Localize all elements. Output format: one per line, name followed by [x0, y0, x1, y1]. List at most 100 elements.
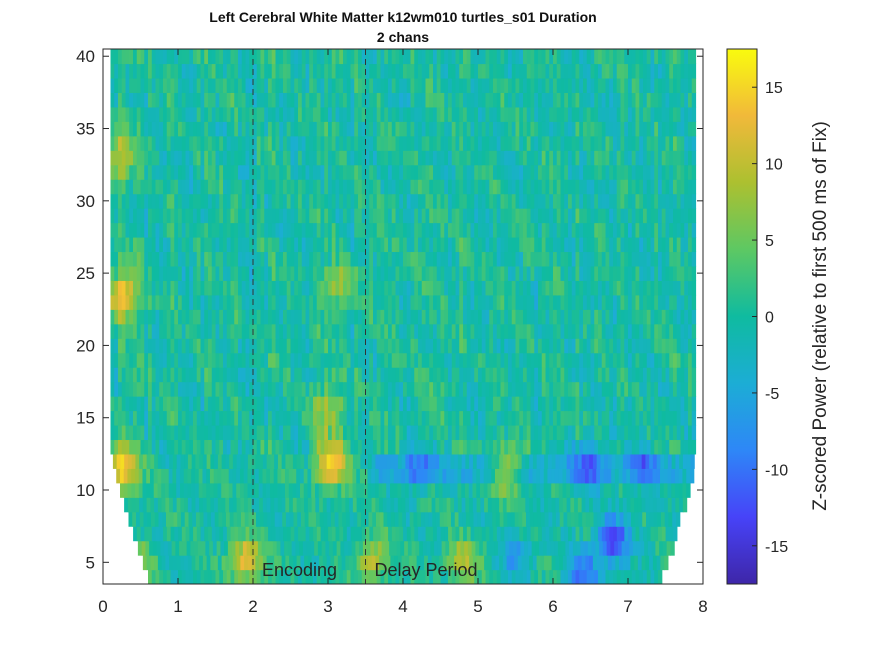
heatmap-cell: [226, 526, 232, 542]
heatmap-cell: [620, 121, 625, 137]
heatmap-cell: [560, 280, 565, 296]
heatmap-cell: [181, 338, 187, 354]
heatmap-cell: [418, 439, 423, 455]
heatmap-cell: [139, 453, 144, 469]
heatmap-cell: [466, 294, 472, 310]
heatmap-cell: [283, 135, 288, 151]
heatmap-cell: [159, 323, 164, 339]
heatmap-cell: [444, 280, 449, 296]
heatmap-cell: [309, 526, 314, 542]
heatmap-cell: [654, 410, 659, 426]
heatmap-cell: [639, 396, 644, 412]
heatmap-cell: [414, 439, 419, 455]
heatmap-cell: [571, 338, 577, 354]
heatmap-cell: [169, 555, 174, 571]
heatmap-cell: [533, 511, 538, 527]
heatmap-cell: [256, 396, 262, 412]
heatmap-cell: [133, 424, 138, 441]
heatmap-cell: [313, 150, 318, 166]
heatmap-cell: [547, 555, 553, 571]
heatmap-cell: [628, 439, 633, 455]
heatmap-cell: [498, 482, 504, 498]
heatmap-cell: [196, 150, 202, 166]
heatmap-cell: [643, 280, 648, 296]
heatmap-cell: [620, 526, 625, 542]
heatmap-cell: [279, 424, 284, 441]
heatmap-cell: [594, 265, 599, 281]
heatmap-cell: [384, 121, 389, 137]
heatmap-cell: [200, 265, 205, 281]
heatmap-cell: [526, 222, 532, 238]
heatmap-cell: [288, 468, 294, 484]
heatmap-cell: [120, 482, 125, 498]
heatmap-cell: [320, 222, 325, 238]
heatmap-cell: [504, 280, 509, 296]
heatmap-cell: [588, 468, 594, 484]
heatmap-cell: [421, 410, 427, 426]
heatmap-cell: [459, 208, 464, 224]
heatmap-cell: [313, 294, 318, 310]
heatmap-cell: [529, 497, 534, 513]
heatmap-cell: [586, 294, 592, 310]
heatmap-cell: [519, 439, 524, 455]
heatmap-cell: [271, 265, 277, 281]
heatmap-cell: [598, 208, 603, 224]
heatmap-cell: [414, 135, 419, 151]
heatmap-cell: [399, 106, 404, 122]
heatmap-cell: [504, 236, 509, 253]
heatmap-cell: [354, 280, 359, 296]
heatmap-cell: [664, 453, 669, 469]
heatmap-cell: [448, 121, 453, 137]
heatmap-cell: [534, 367, 539, 383]
heatmap-cell: [646, 121, 652, 137]
heatmap-cell: [688, 352, 693, 368]
heatmap-cell: [354, 294, 359, 310]
heatmap-cell: [234, 121, 239, 137]
heatmap-cell: [469, 511, 475, 527]
heatmap-cell: [155, 164, 160, 180]
heatmap-cell: [125, 208, 130, 224]
heatmap-cell: [556, 208, 562, 224]
heatmap-cell: [277, 555, 283, 571]
heatmap-cell: [316, 323, 322, 339]
heatmap-cell: [639, 121, 644, 137]
heatmap-cell: [151, 424, 157, 441]
heatmap-cell: [146, 453, 152, 469]
heatmap-cell: [316, 236, 322, 253]
heatmap-cell: [215, 106, 220, 122]
heatmap-cell: [669, 352, 674, 368]
heatmap-cell: [193, 526, 198, 542]
heatmap-cell: [208, 208, 213, 224]
heatmap-cell: [620, 164, 625, 180]
heatmap-cell: [399, 367, 404, 383]
heatmap-cell: [118, 410, 123, 426]
heatmap-cell: [478, 208, 483, 224]
heatmap-cell: [530, 367, 535, 383]
heatmap-cell: [305, 569, 310, 584]
heatmap-cell: [133, 294, 138, 310]
heatmap-cell: [478, 309, 483, 325]
heatmap-cell: [268, 106, 273, 122]
heatmap-cell: [264, 323, 269, 339]
heatmap-cell: [545, 193, 550, 209]
heatmap-cell: [481, 396, 487, 412]
heatmap-cell: [133, 381, 138, 397]
heatmap-cell: [652, 497, 658, 513]
heatmap-cell: [174, 410, 179, 426]
heatmap-cell: [346, 251, 352, 267]
heatmap-cell: [311, 482, 316, 498]
heatmap-cell: [512, 540, 518, 556]
heatmap-cell: [305, 439, 310, 455]
heatmap-cell: [327, 511, 332, 527]
heatmap-cell: [499, 555, 504, 571]
heatmap-cell: [324, 121, 329, 137]
heatmap-cell: [234, 396, 239, 412]
heatmap-cell: [569, 540, 574, 556]
heatmap-cell: [560, 150, 565, 166]
heatmap-cell: [250, 540, 255, 556]
heatmap-cell: [564, 265, 569, 281]
heatmap-cell: [288, 482, 294, 498]
heatmap-cell: [487, 468, 492, 484]
heatmap-cell: [331, 410, 337, 426]
heatmap-cell: [193, 338, 198, 354]
